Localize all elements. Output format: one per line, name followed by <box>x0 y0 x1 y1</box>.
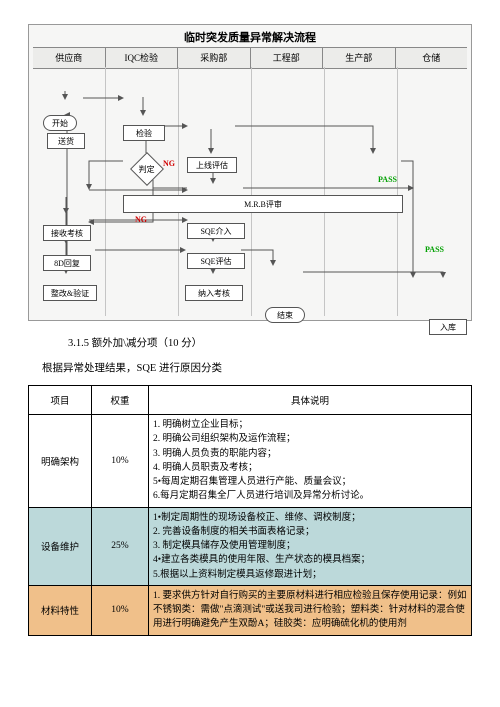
cell-desc: 1•制定周期性的现场设备校正、维修、调校制度；2. 完善设备制度的相关书面表格记… <box>149 507 472 585</box>
table-header: 项目 <box>29 386 92 415</box>
lane-header: IQC检验 <box>106 48 179 68</box>
cell-weight: 10% <box>92 415 149 508</box>
node-online: 上线评估 <box>187 157 237 173</box>
node-end: 结束 <box>265 307 305 323</box>
flow-label: NG <box>163 159 175 168</box>
node-ship: 送货 <box>47 133 85 149</box>
node-receive: 接收考核 <box>43 225 91 241</box>
node-improve: 整改&验证 <box>43 285 97 301</box>
evaluation-table: 项目权重具体说明 明确架构10%1. 明确树立企业目标；2. 明确公司组织架构及… <box>28 385 472 636</box>
lane-header: 工程部 <box>251 48 324 68</box>
node-store: 入库 <box>429 319 467 335</box>
lane-header: 采购部 <box>178 48 251 68</box>
swimlane-headers: 供应商IQC检验采购部工程部生产部仓储 <box>33 47 467 69</box>
node-sqeeval: SQE评估 <box>187 253 245 269</box>
node-inspect: 检验 <box>123 125 165 141</box>
flow-label: PASS <box>425 245 444 254</box>
node-sqein: SQE介入 <box>187 223 245 239</box>
cell-project: 明确架构 <box>29 415 92 508</box>
flowchart-region: 临时突发质量异常解决流程 供应商IQC检验采购部工程部生产部仓储 开始送货检验判… <box>28 24 472 321</box>
cell-weight: 10% <box>92 585 149 635</box>
cell-desc: 1. 明确树立企业目标；2. 明确公司组织架构及运作流程；3. 明确人员负责的职… <box>149 415 472 508</box>
cell-desc: 1. 要求供方针对自行购买的主要原材料进行相应检验且保存使用记录：例如不锈钢类：… <box>149 585 472 635</box>
node-start: 开始 <box>43 115 77 131</box>
lane-header: 生产部 <box>323 48 396 68</box>
section-description: 根据异常处理结果，SQE 进行原因分类 <box>42 360 472 375</box>
table-header: 权重 <box>92 386 149 415</box>
flow-arrows <box>33 67 469 316</box>
cell-project: 设备维护 <box>29 507 92 585</box>
lane-header: 仓储 <box>396 48 468 68</box>
chart-title: 临时突发质量异常解决流程 <box>29 25 471 47</box>
table-header: 具体说明 <box>149 386 472 415</box>
node-d8: 8D回复 <box>43 255 91 271</box>
node-score: 纳入考核 <box>185 285 243 301</box>
flow-label: NG <box>135 215 147 224</box>
lane-header: 供应商 <box>33 48 106 68</box>
flow-label: PASS <box>378 175 397 184</box>
cell-weight: 25% <box>92 507 149 585</box>
node-mrb: M.R.B评审 <box>123 195 403 213</box>
cell-project: 材料特性 <box>29 585 92 635</box>
section-number: 3.1.5 额外加\减分项（10 分） <box>68 335 472 350</box>
